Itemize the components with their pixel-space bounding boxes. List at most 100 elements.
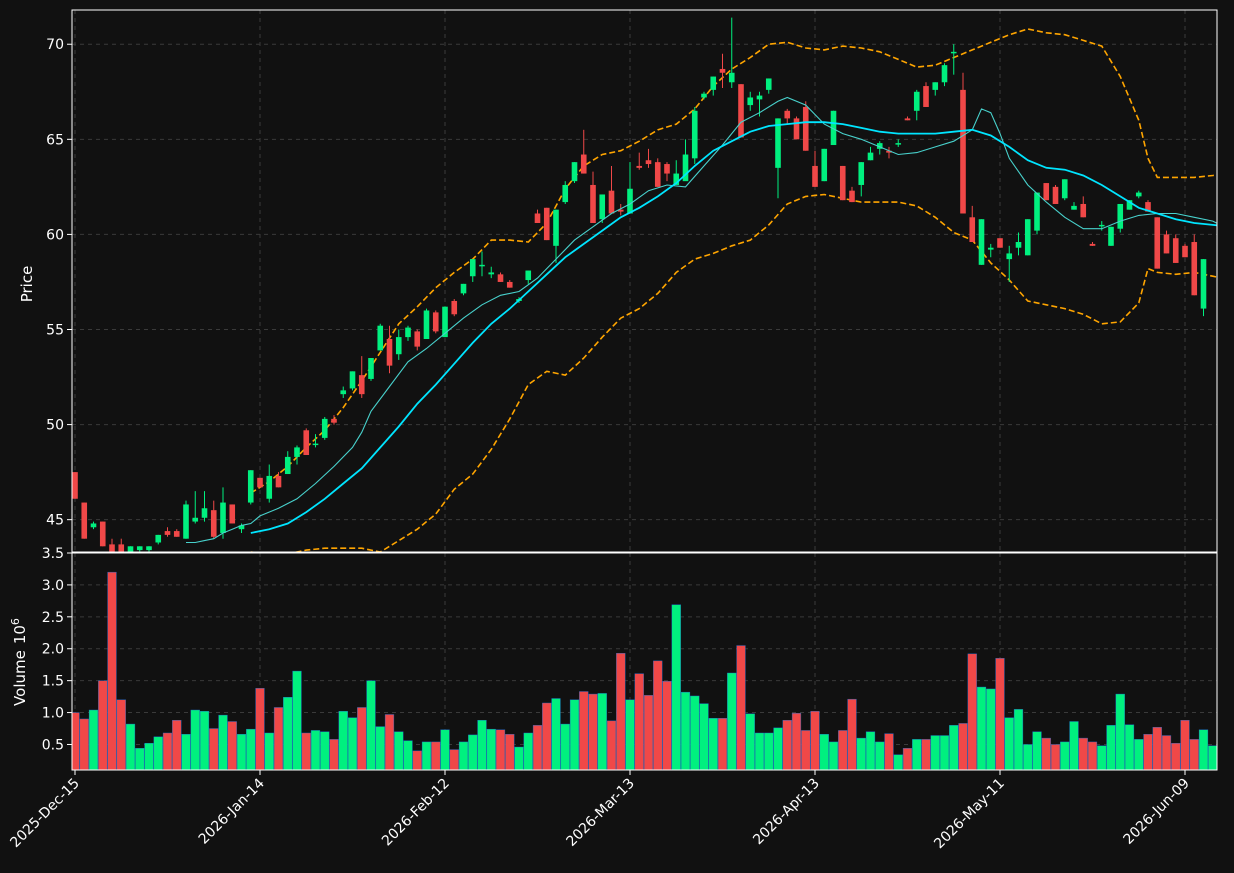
candle-up: [220, 502, 226, 533]
candle-down: [1182, 245, 1188, 258]
price-ytick-label: 50: [46, 418, 64, 434]
volume-bar: [912, 739, 922, 770]
candle-down: [99, 521, 106, 547]
volume-bar: [1050, 744, 1061, 770]
candle-down: [793, 118, 800, 140]
volume-bar: [1060, 741, 1070, 770]
volume-bar: [828, 741, 839, 770]
volume-bar: [560, 723, 570, 770]
volume-ytick-label: 1.5: [42, 674, 64, 690]
candle-up: [146, 546, 152, 551]
volume-bar: [209, 728, 219, 770]
bollinger-lower-band: [250, 193, 1217, 552]
volume-bar: [671, 604, 681, 770]
candle-up: [682, 154, 689, 182]
candle-down: [580, 154, 587, 174]
volume-bar: [98, 680, 108, 770]
candle-up: [728, 72, 735, 83]
volume-bar: [902, 748, 913, 770]
volume-bar: [690, 695, 700, 770]
volume-bar: [986, 688, 996, 770]
volume-bar: [190, 709, 200, 770]
candle-down: [118, 544, 125, 552]
volume-bar: [930, 735, 940, 770]
volume-bar: [967, 653, 977, 770]
candle-up: [1117, 203, 1124, 229]
volume-bar: [273, 707, 284, 770]
volume-bar: [246, 728, 256, 770]
candle-up: [488, 272, 495, 275]
candle-up: [201, 508, 208, 518]
volume-ytick-label: 2.0: [42, 642, 64, 658]
volume-bar: [449, 749, 459, 770]
volume-bar: [236, 734, 247, 770]
candle-up: [1015, 242, 1022, 248]
volume-bar: [1171, 742, 1181, 770]
candle-down: [210, 510, 217, 537]
volume-bar: [532, 725, 543, 770]
candle-up: [136, 546, 143, 551]
volume-bar: [1069, 721, 1079, 770]
volume-bar: [1013, 709, 1024, 770]
candle-up: [571, 162, 578, 182]
candle-down: [275, 475, 282, 488]
candle-up: [192, 517, 199, 522]
volume-bar: [403, 740, 413, 770]
candle-up: [876, 143, 883, 149]
volume-bar: [199, 711, 210, 770]
volume-bar: [1198, 729, 1209, 770]
volume-bar: [523, 732, 533, 770]
volume-bar: [773, 727, 783, 770]
volume-bar: [865, 731, 876, 770]
candle-down: [257, 477, 263, 488]
volume-bar: [634, 673, 644, 770]
volume-bar: [727, 672, 737, 770]
candle-down: [506, 281, 513, 288]
volume-bar: [495, 729, 506, 770]
volume-bar: [144, 742, 154, 770]
candle-down: [812, 165, 818, 187]
candle-up: [442, 306, 448, 338]
volume-bar: [893, 754, 903, 770]
volume-bar: [107, 571, 117, 770]
moving-average-long-line: [250, 121, 1217, 534]
volume-bar: [1143, 734, 1153, 770]
bollinger-bands: [250, 28, 1217, 552]
candle-up: [562, 184, 569, 203]
volume-bar: [1004, 717, 1014, 770]
volume-bar: [320, 731, 330, 770]
volume-bar: [1041, 737, 1051, 770]
candle-up: [830, 110, 837, 146]
volume-bar: [542, 702, 552, 770]
candle-down: [534, 213, 541, 223]
candle-down: [969, 217, 976, 243]
moving-averages: [186, 96, 1217, 544]
candle-up: [553, 209, 559, 246]
candle-down: [617, 209, 624, 212]
candle-up: [395, 337, 402, 355]
candle-up: [349, 371, 356, 389]
candle-up: [941, 65, 948, 83]
candle-up: [1135, 192, 1142, 197]
candle-up: [1024, 219, 1031, 256]
candle-down: [802, 106, 809, 151]
candle-down: [654, 162, 661, 187]
volume-bar: [440, 729, 450, 770]
moving-average-short-line: [186, 96, 1217, 544]
candle-up: [932, 82, 939, 90]
candle-up: [155, 534, 162, 543]
volume-bar: [116, 699, 126, 770]
volume-ytick-label: 0.5: [42, 737, 64, 753]
candle-down: [303, 430, 310, 456]
volume-bar: [653, 660, 663, 770]
volume-bar: [838, 730, 848, 770]
candle-down: [784, 110, 791, 119]
volume-bar: [458, 741, 469, 770]
candle-up: [460, 283, 467, 294]
price-ytick-label: 55: [46, 322, 64, 338]
volume-bar: [625, 699, 635, 770]
volume-bar: [384, 714, 395, 770]
volume-bar: [1180, 720, 1190, 770]
volume-bar: [764, 732, 774, 770]
candle-up: [183, 504, 189, 539]
